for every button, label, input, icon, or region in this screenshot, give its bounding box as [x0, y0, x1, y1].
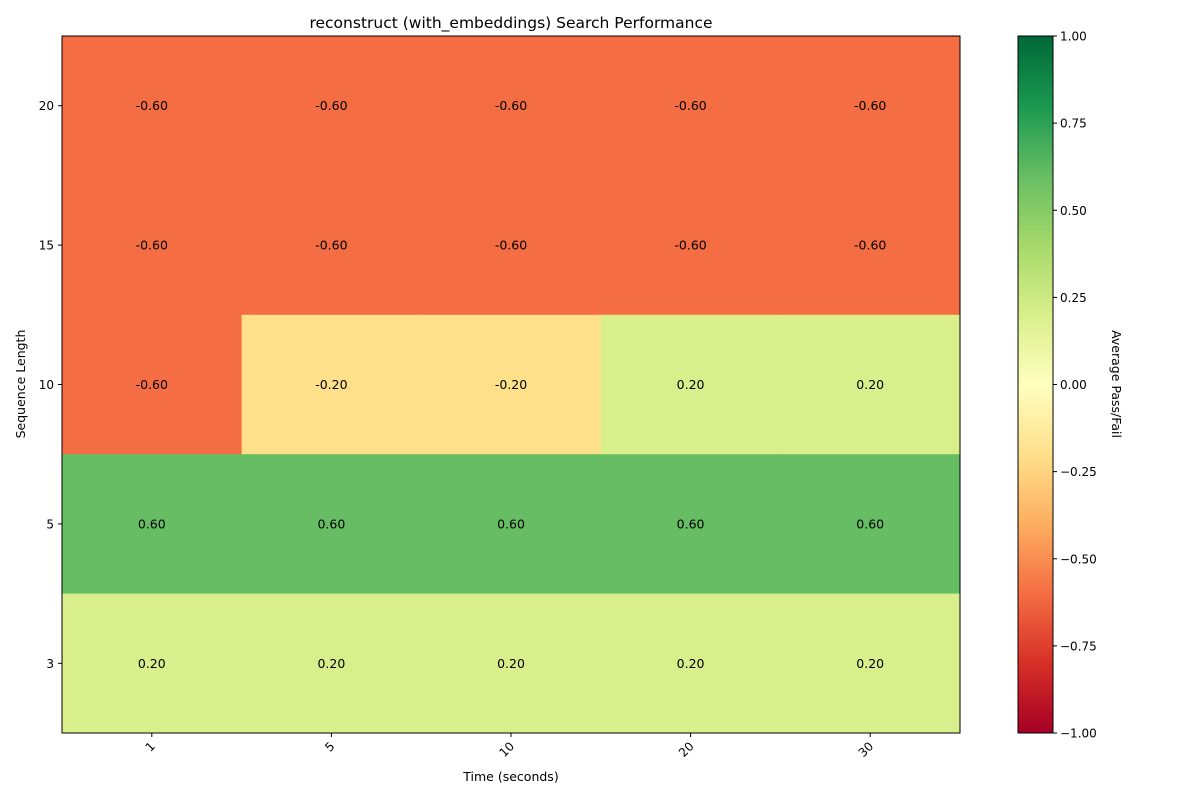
cell-value-label: 0.20: [138, 656, 166, 671]
heatmap-cells: [62, 36, 961, 734]
cell-value-label: -0.60: [854, 238, 886, 253]
cell-value-label: 0.60: [138, 516, 166, 531]
heatmap-cell: [780, 175, 961, 316]
heatmap-cell: [62, 454, 243, 595]
colorbar-tick-label: 1.00: [1060, 30, 1087, 44]
heatmap-cell: [421, 593, 602, 734]
y-tick-label: 5: [46, 517, 54, 531]
heatmap-cell: [780, 36, 961, 176]
heatmap-cell: [600, 175, 781, 316]
cell-value-label: -0.60: [136, 238, 168, 253]
cell-value-label: 0.20: [677, 656, 705, 671]
heatmap-cell: [421, 454, 602, 595]
cell-value-label: -0.60: [315, 98, 347, 113]
cell-value-label: -0.60: [495, 98, 527, 113]
cell-value-label: 0.60: [317, 516, 345, 531]
colorbar-tick-label: 0.00: [1060, 378, 1087, 392]
colorbar-tick-label: −0.50: [1060, 552, 1097, 566]
colorbar-tick-label: 0.25: [1060, 291, 1087, 305]
cell-value-label: -0.20: [495, 377, 527, 392]
heatmap-cell: [241, 36, 422, 176]
heatmap-cell: [62, 314, 243, 455]
cell-value-label: -0.60: [674, 238, 706, 253]
heatmap-cell: [780, 454, 961, 595]
x-tick-label: 1: [143, 739, 158, 754]
heatmap-cell: [600, 454, 781, 595]
cell-value-label: 0.20: [856, 656, 884, 671]
cell-value-label: -0.60: [674, 98, 706, 113]
colorbar-tick-label: −0.75: [1060, 639, 1097, 653]
cell-value-label: 0.20: [856, 377, 884, 392]
heatmap-cell: [600, 593, 781, 734]
heatmap-cell: [421, 36, 602, 176]
colorbar-ticks: −1.00 −0.75 −0.50 −0.25 0.00 0.25 0.50 0.75 1.00: [1053, 30, 1097, 741]
heatmap-cell: [780, 314, 961, 455]
colorbar-tick-label: −0.25: [1060, 465, 1097, 479]
cell-value-label: -0.60: [136, 377, 168, 392]
heatmap-cell: [780, 593, 961, 734]
y-axis-ticks: 20 15 10 5 3: [39, 99, 62, 671]
cell-value-label: 0.60: [677, 516, 705, 531]
heatmap-cell: [600, 314, 781, 455]
heatmap-cell: [241, 454, 422, 595]
y-tick-label: 3: [46, 657, 54, 671]
colorbar-label: Average Pass/Fail: [1109, 330, 1124, 438]
x-tick-label: 30: [856, 739, 877, 760]
colorbar-tick-label: −1.00: [1060, 727, 1097, 741]
heatmap-cell: [241, 314, 422, 455]
cell-value-label: 0.60: [856, 516, 884, 531]
y-axis-label: Sequence Length: [13, 330, 28, 439]
y-tick-label: 20: [39, 99, 54, 113]
colorbar: [1017, 35, 1054, 734]
heatmap-cell: [241, 593, 422, 734]
heatmap-cell: [62, 36, 243, 176]
colorbar-tick-label: 0.50: [1060, 204, 1087, 218]
cell-value-label: 0.20: [677, 377, 705, 392]
chart-title: reconstruct (with_embeddings) Search Per…: [309, 14, 712, 33]
cell-value-label: -0.60: [854, 98, 886, 113]
heatmap-cell: [62, 175, 243, 316]
heatmap-cell: [421, 175, 602, 316]
x-tick-label: 5: [322, 739, 337, 754]
cell-value-label: 0.60: [497, 516, 525, 531]
cell-value-label: -0.20: [315, 377, 347, 392]
heatmap-cell: [421, 314, 602, 455]
cell-value-label: -0.60: [315, 238, 347, 253]
cell-value-label: 0.20: [317, 656, 345, 671]
cell-value-label: -0.60: [136, 98, 168, 113]
x-axis-label: Time (seconds): [462, 769, 558, 784]
x-tick-label: 10: [496, 739, 517, 760]
cell-value-label: 0.20: [497, 656, 525, 671]
colorbar-tick-label: 0.75: [1060, 117, 1087, 131]
cell-value-label: -0.60: [495, 238, 527, 253]
y-tick-label: 15: [39, 239, 54, 253]
y-tick-label: 10: [39, 378, 54, 392]
heatmap-cell: [600, 36, 781, 176]
x-axis-ticks: 1 5 10 20 30: [143, 733, 877, 760]
x-tick-label: 20: [676, 739, 697, 760]
heatmap-cell-labels: -0.60 -0.60 -0.60 -0.60 -0.60 -0.60 -0.60 -0.60…: [136, 98, 887, 671]
heatmap-cell: [241, 175, 422, 316]
heatmap-cell: [62, 593, 243, 734]
